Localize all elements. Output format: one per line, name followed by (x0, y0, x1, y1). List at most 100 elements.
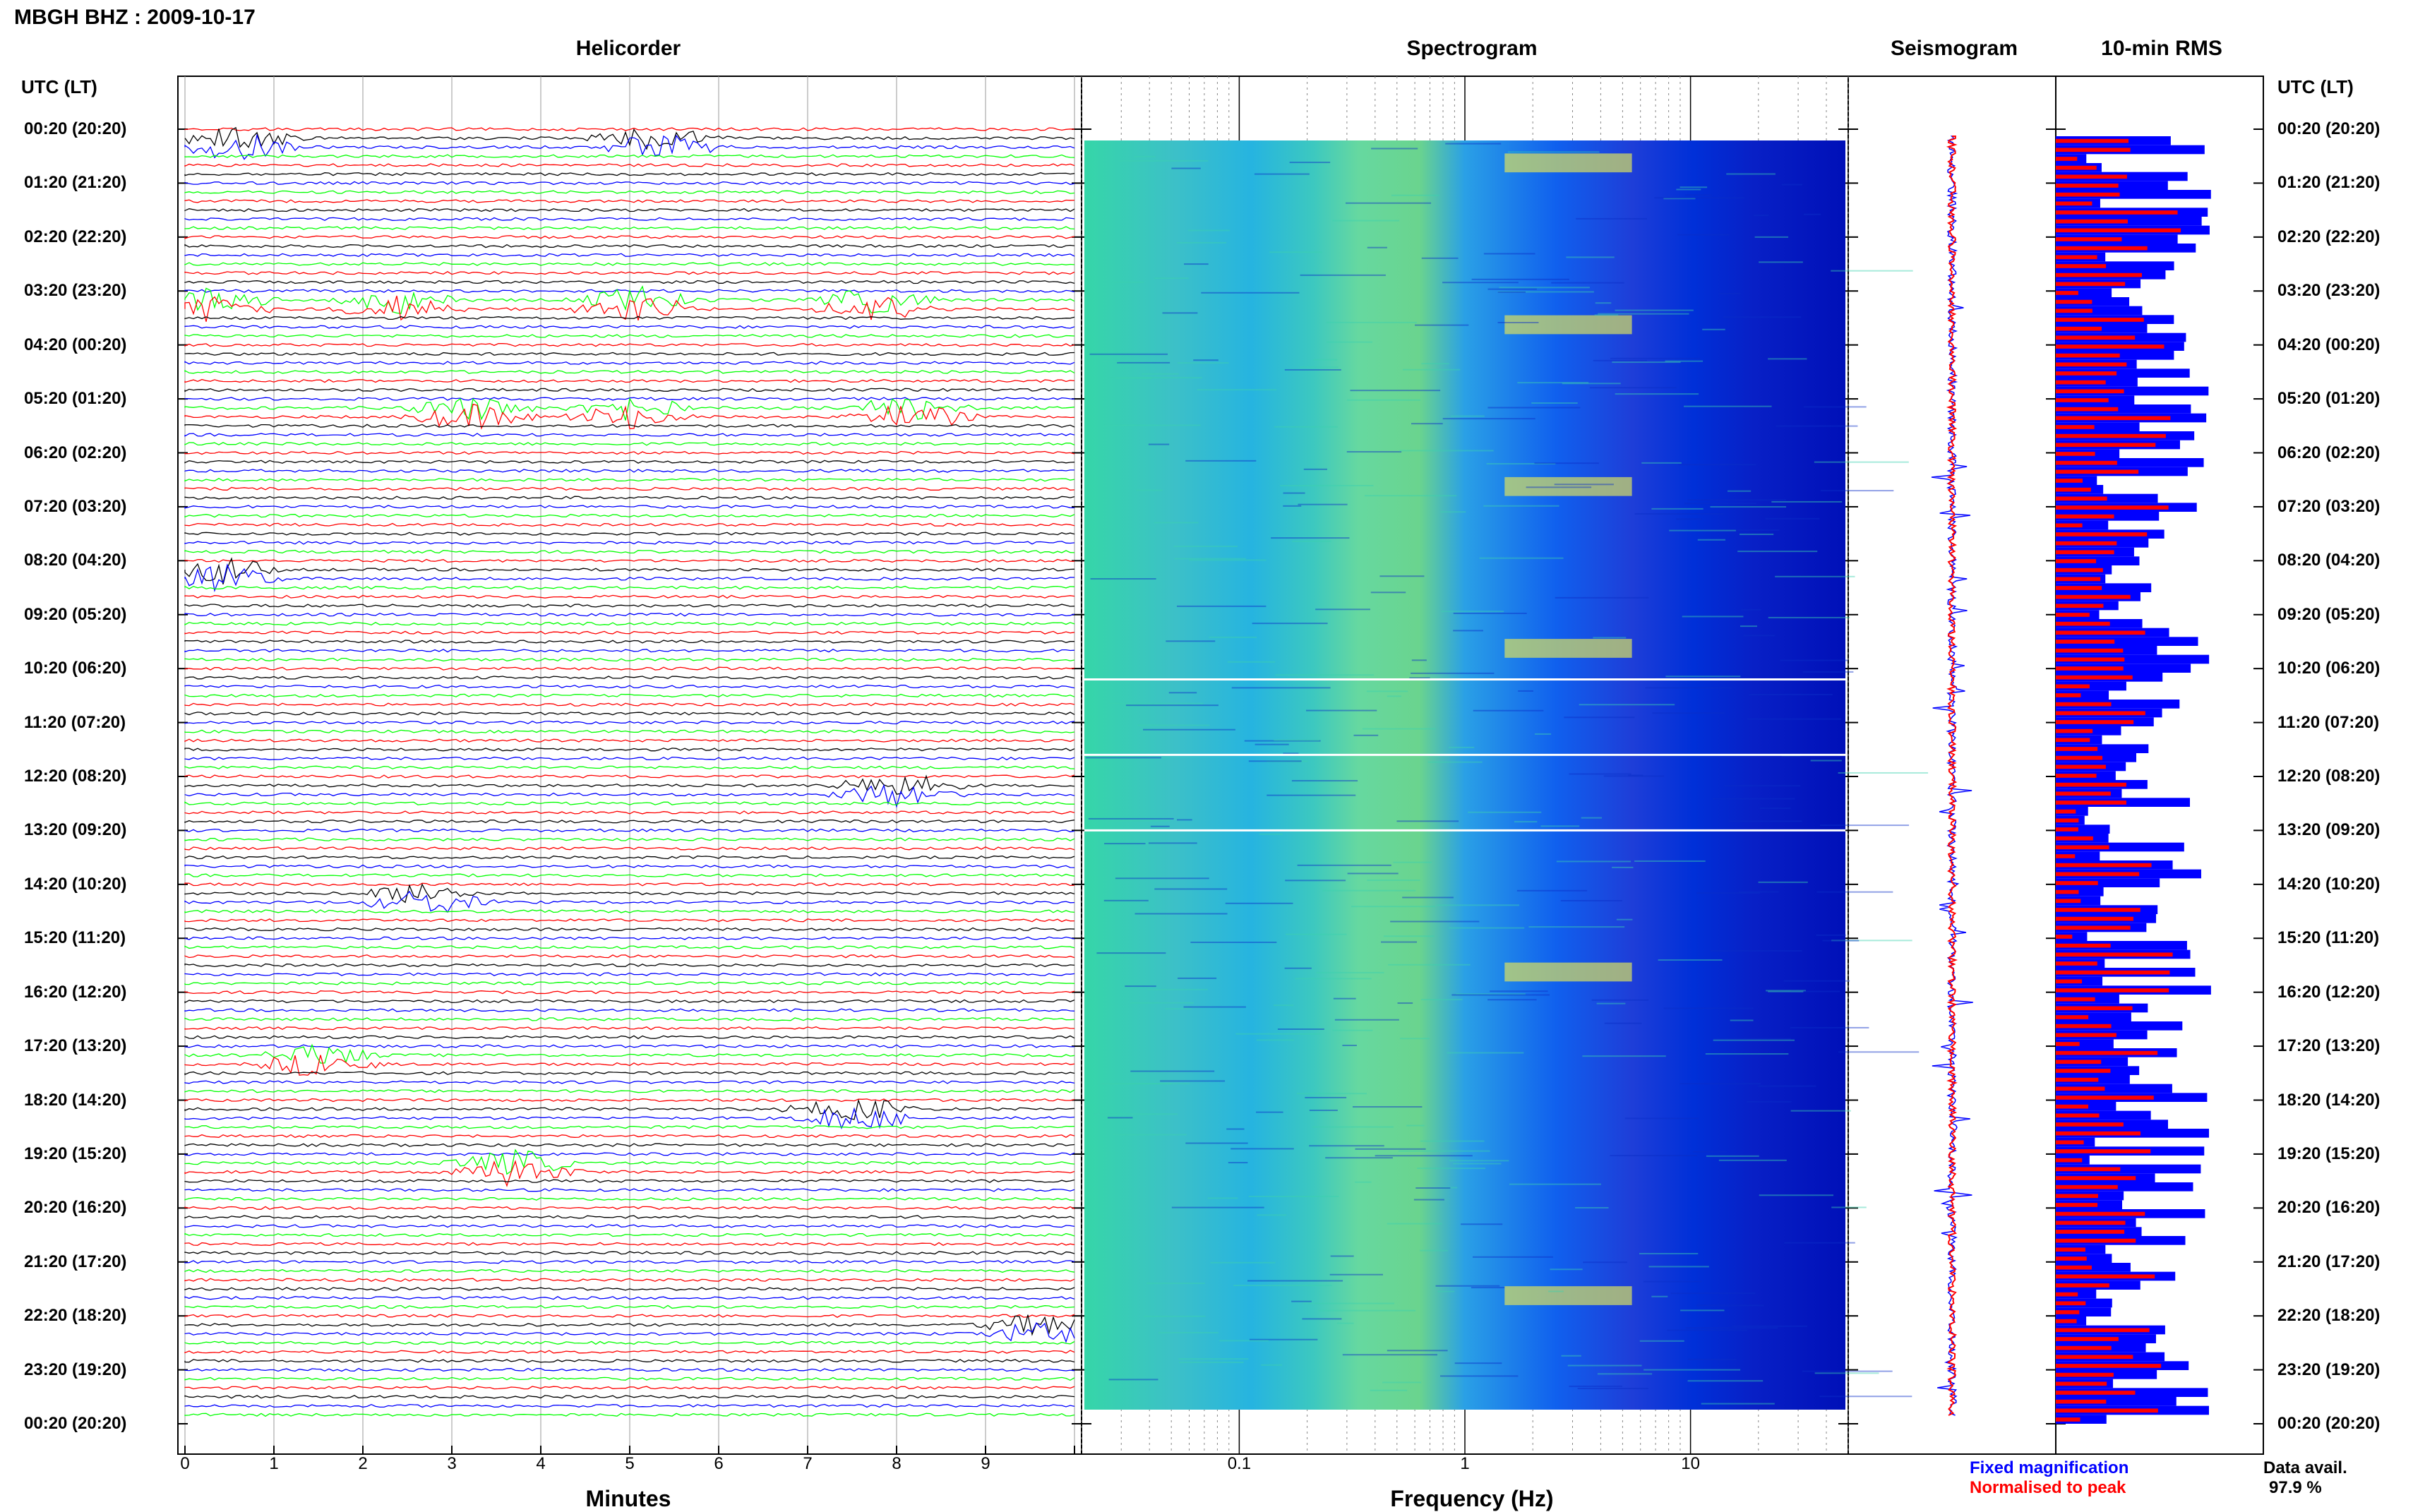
spectrogram-streak (1337, 1322, 1354, 1324)
spectrogram-streak (1111, 281, 1144, 283)
rms-bar-normalised (2056, 1149, 2151, 1153)
time-label: 12:20 (08:20) (24, 767, 127, 786)
spectrogram-streak (1548, 1290, 1564, 1292)
spectrogram-streak (1256, 1039, 1295, 1041)
rms-bar-fixed (2056, 1039, 2114, 1048)
spectrogram-streak (1754, 236, 1789, 238)
spectrogram-streak (1604, 1022, 1642, 1024)
time-label: 23:20 (19:20) (24, 1360, 127, 1379)
spectrogram-streak (1534, 462, 1599, 464)
time-label: 18:20 (14:20) (2277, 1090, 2381, 1110)
rms-bar-normalised (2056, 675, 2133, 680)
rms-bar-normalised (2056, 800, 2126, 805)
spectrogram-streak (1768, 990, 1804, 992)
spectrogram-streak (1094, 1113, 1178, 1115)
helicorder-trace (184, 883, 1075, 904)
spectrogram-streak (1759, 261, 1803, 263)
spectrogram-streak (1275, 674, 1375, 676)
spectrogram-streak (1819, 1396, 1912, 1398)
rms-bar-normalised (2056, 559, 2097, 563)
spectrogram-streak (1816, 934, 1846, 936)
helicorder-trace (184, 325, 1075, 329)
helicorder-trace (184, 190, 1075, 194)
helicorder-trace (184, 163, 1075, 167)
spectrogram-streak (1402, 896, 1454, 899)
rms-bar-normalised (2056, 1033, 2116, 1038)
spectrogram-streak (1355, 1181, 1372, 1183)
spectrogram-energy-band (1504, 962, 1632, 982)
rms-bar-normalised (2056, 872, 2140, 877)
spectrogram-streak (1302, 1318, 1342, 1320)
rms-bar-normalised (2056, 1176, 2136, 1180)
helicorder-trace (184, 181, 1075, 186)
rms-bar-normalised (2056, 362, 2127, 367)
spectrogram-streak (1449, 927, 1525, 929)
spectrogram-streak (1696, 892, 1760, 894)
helicorder-trace (184, 756, 1075, 761)
spectrogram-streak (1104, 843, 1146, 845)
data-availability-value: 97.9 % (2269, 1478, 2322, 1497)
spectrogram-streak (1280, 484, 1374, 486)
spectrogram-streak (1309, 1109, 1338, 1111)
spectrogram-streak (1306, 709, 1377, 712)
spectrogram-streak (1610, 1155, 1697, 1157)
spectrogram-streak (1352, 1106, 1423, 1108)
rms-bar-normalised (2056, 335, 2136, 340)
time-label: 19:20 (15:20) (2277, 1144, 2381, 1163)
spectrogram-streak (1791, 990, 1840, 992)
helicorder-title: Helicorder (575, 37, 681, 60)
helicorder-trace (184, 1134, 1075, 1139)
helicorder-trace (184, 981, 1075, 985)
helicorder-trace (184, 563, 1075, 592)
rms-bar-normalised (2056, 1301, 2086, 1306)
frequency-tick-label: 0.1 (1227, 1454, 1252, 1473)
spectrogram-streak (1134, 155, 1156, 157)
helicorder-trace (184, 1107, 1075, 1129)
rms-bar-normalised (2056, 380, 2106, 385)
spectrogram-streak (1371, 148, 1418, 150)
spectrogram-streak (1351, 906, 1436, 908)
helicorder-trace (184, 1215, 1075, 1219)
spectrogram-streak (1330, 1255, 1354, 1257)
rms-bar-normalised (2056, 577, 2101, 582)
spectrogram-streak (1741, 608, 1761, 611)
helicorder-trace (184, 1350, 1075, 1354)
spectrogram-streak (1267, 760, 1308, 762)
time-label: 06:20 (02:20) (24, 443, 127, 462)
helicorder-trace (184, 630, 1075, 635)
spectrogram-streak (1411, 672, 1495, 674)
spectrogram-streak (1679, 186, 1708, 188)
minute-tick-label: 3 (447, 1454, 457, 1473)
rms-bar-normalised (2056, 630, 2145, 635)
spectrogram-streak (1612, 866, 1634, 868)
helicorder-trace (184, 1160, 1075, 1187)
rms-bar-normalised (2056, 1140, 2084, 1145)
spectrogram-streak (1248, 1195, 1339, 1197)
rms-bar-normalised (2056, 237, 2122, 241)
helicorder-trace (184, 1412, 1075, 1417)
helicorder-trace (184, 1125, 1075, 1129)
helicorder-trace (184, 342, 1075, 347)
spectrogram-streak (1453, 612, 1527, 614)
spectrogram-streak (1440, 1187, 1458, 1189)
spectrogram-streak (1313, 359, 1338, 361)
minute-tick-label: 4 (536, 1454, 546, 1473)
helicorder-trace (184, 424, 1075, 428)
minute-tick-label: 2 (358, 1454, 368, 1473)
time-label: 20:20 (16:20) (24, 1198, 127, 1218)
rms-bar-fixed (2056, 824, 2110, 834)
spectrogram-streak (1390, 920, 1480, 923)
time-label: 05:20 (01:20) (2277, 389, 2381, 409)
spectrogram-streak (1364, 495, 1457, 497)
spectrogram-energy-band (1504, 315, 1632, 335)
spectrogram-streak (1420, 1140, 1485, 1142)
helicorder-trace (184, 295, 1075, 322)
spectrogram-streak (1597, 1373, 1653, 1375)
rms-bar-normalised (2056, 174, 2127, 179)
spectrogram-energy-band (1504, 476, 1632, 496)
helicorder-trace (184, 1152, 1075, 1156)
spectrogram-streak (1309, 1145, 1384, 1147)
rms-bar-normalised (2056, 541, 2117, 546)
spectrogram-streak (1300, 274, 1386, 276)
